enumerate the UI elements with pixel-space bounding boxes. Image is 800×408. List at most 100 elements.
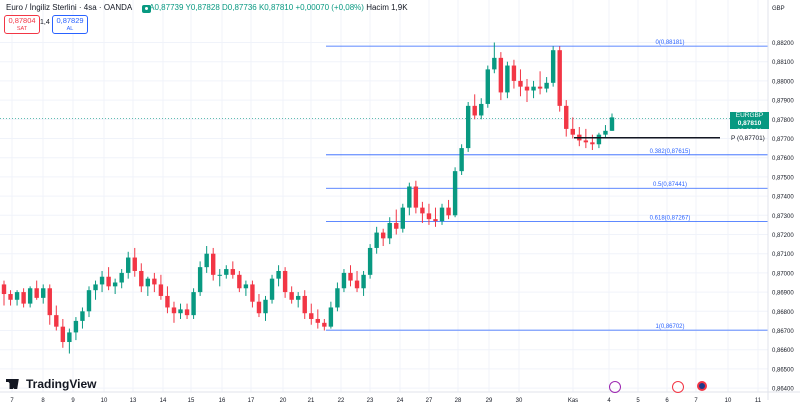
- x-tick-label: 22: [338, 398, 345, 404]
- y-tick-label: 0,87900: [772, 99, 794, 105]
- candle-body: [112, 282, 118, 287]
- x-tick-label: 14: [160, 398, 167, 404]
- x-tick-label: 29: [486, 398, 493, 404]
- candle-body: [400, 207, 405, 229]
- x-tick-label: 7: [694, 398, 698, 404]
- candle-body: [583, 140, 589, 143]
- candle-body: [479, 103, 484, 116]
- y-tick-label: 0,86600: [772, 348, 794, 354]
- x-tick-label: 20: [280, 398, 287, 404]
- candle-body: [348, 272, 353, 281]
- candle-body: [126, 257, 131, 273]
- candle-body: [465, 105, 471, 149]
- candle-body: [204, 253, 209, 268]
- candle-body: [99, 276, 105, 285]
- candle-body: [295, 295, 301, 300]
- x-tick-label: 15: [188, 398, 195, 404]
- x-tick-label: 11: [755, 398, 762, 404]
- y-tick-label: 0,88200: [772, 41, 794, 47]
- candle-body: [426, 213, 432, 220]
- fib-retracement[interactable]: 0(0,88181) 0.382(0,87615) 0.5(0,87441) 0.61…: [326, 40, 768, 331]
- y-tick-label: 0,86700: [772, 329, 794, 335]
- y-tick-label: 0,87400: [772, 195, 794, 201]
- candle-body: [596, 134, 602, 145]
- x-tick-label: 21: [308, 398, 315, 404]
- candle-body: [73, 320, 79, 333]
- candle-body: [433, 219, 438, 222]
- candle-body: [145, 278, 151, 287]
- candle-body: [459, 148, 464, 172]
- candle-body: [341, 272, 347, 289]
- candle-body: [361, 274, 366, 289]
- fib-level-label: 0.618(0,87267): [650, 216, 691, 222]
- x-tick-label: 23: [367, 398, 374, 404]
- buy-button[interactable]: 0,87829 AL: [52, 15, 88, 34]
- candle-body: [550, 50, 556, 83]
- time-axis[interactable]: 7 8 9 10 13 14 15 16 17 20 21 22 23 24 27 28 29 30 Kas 4 5 6 7…: [10, 398, 761, 404]
- x-tick-label: 7: [10, 398, 14, 404]
- pivot-label: P (0,87701): [731, 135, 765, 142]
- high-value: Y0,87828: [185, 3, 220, 12]
- symbol-title[interactable]: Euro / İngiliz Sterlini · 4sa · OANDA: [6, 3, 132, 12]
- x-tick-label: 9: [71, 398, 75, 404]
- tradingview-logo[interactable]: TradingView: [6, 377, 96, 391]
- candle-body: [387, 222, 392, 239]
- candle-body: [93, 284, 98, 291]
- candle-body: [1, 284, 7, 295]
- y-tick-label: 0,87800: [772, 118, 794, 124]
- price-axis[interactable]: 0,88200 0,88100 0,88000 0,87900 0,87800 0,877…: [772, 41, 794, 393]
- candle-body: [250, 284, 255, 302]
- candle-countdown: 03:09:01: [736, 128, 763, 135]
- x-tick-label: 30: [516, 398, 523, 404]
- buy-price: 0,87829: [56, 16, 84, 25]
- candle-body: [119, 272, 124, 283]
- candle-body: [498, 57, 504, 93]
- candle-body: [485, 69, 490, 104]
- candle-body: [178, 309, 183, 314]
- volume-value: Hacim 1,9K: [366, 3, 408, 12]
- candle-body: [217, 274, 222, 276]
- x-tick-label: 5: [636, 398, 640, 404]
- sell-button[interactable]: 0,87804 SAT: [4, 15, 40, 34]
- candle-body: [54, 315, 59, 327]
- candle-body: [413, 186, 419, 208]
- x-tick-label: 6: [665, 398, 669, 404]
- event-flag-eu-icon[interactable]: [697, 381, 707, 391]
- candle-body: [86, 290, 92, 312]
- candle-body: [184, 309, 190, 316]
- x-tick-label: Kas: [568, 398, 578, 404]
- y-tick-label: 0,87600: [772, 156, 794, 162]
- candle-body: [152, 278, 157, 285]
- y-tick-label: 0,86800: [772, 310, 794, 316]
- candle-body: [452, 171, 458, 216]
- candle-body: [21, 292, 26, 304]
- candle-body: [609, 117, 615, 131]
- candle-body: [8, 294, 13, 300]
- x-tick-label: 17: [248, 398, 255, 404]
- grid-lines: [0, 0, 768, 392]
- eye-icon[interactable]: [142, 5, 151, 13]
- candle-body: [518, 80, 523, 87]
- y-tick-label: 0,87100: [772, 252, 794, 258]
- fib-level-label: 0(0,88181): [655, 40, 684, 46]
- brand-name: TradingView: [26, 377, 97, 391]
- x-tick-label: 13: [130, 398, 137, 404]
- candle-body: [106, 276, 111, 287]
- candle-body: [524, 86, 530, 91]
- fib-level-label: 0.382(0,87615): [650, 149, 691, 155]
- event-flag-uk-icon[interactable]: [672, 381, 684, 393]
- candle-body: [47, 288, 52, 316]
- sell-price: 0,87804: [8, 16, 36, 25]
- candle-body: [224, 269, 229, 275]
- spread-value: 1,4: [40, 19, 50, 26]
- low-value: D0,87736: [222, 3, 257, 12]
- y-tick-label: 0,86400: [772, 387, 794, 393]
- candle-body: [237, 274, 242, 289]
- candle-body: [309, 313, 314, 319]
- candle-body: [335, 288, 340, 308]
- event-lightning-icon[interactable]: [609, 381, 621, 393]
- y-tick-label: 0,86500: [772, 367, 794, 373]
- candlesticks: [1, 42, 615, 354]
- candle-body: [165, 295, 170, 308]
